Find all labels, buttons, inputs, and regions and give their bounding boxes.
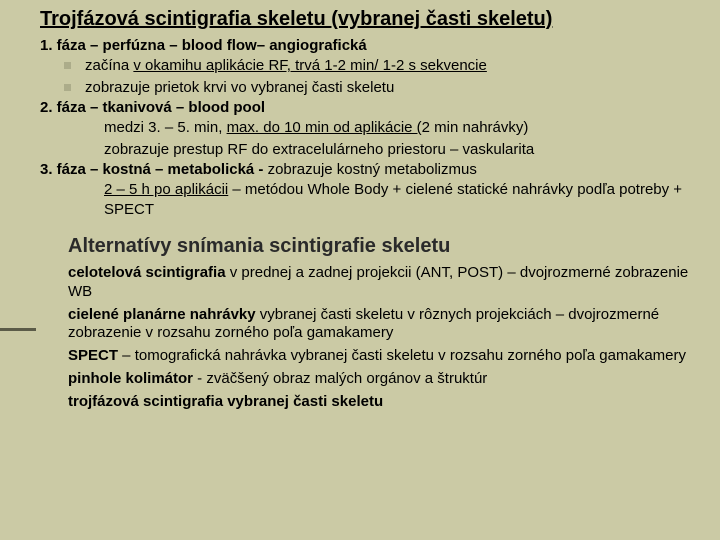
- phase1-bullet-2: zobrazuje prietok krvi vo vybranej časti…: [64, 78, 696, 98]
- phase3-sub-1: 2 – 5 h po aplikácii – metódou Whole Bod…: [104, 180, 696, 219]
- phase1-bullet-1-text: začína v okamihu aplikácie RF, trvá 1-2 …: [85, 56, 487, 76]
- phase1-heading: 1. fáza – perfúzna – blood flow– angiogr…: [40, 37, 696, 54]
- slide: Trojfázová scintigrafia skeletu (vybrane…: [0, 0, 720, 423]
- alt-item-2: cielené planárne nahrávky vybranej časti…: [68, 306, 696, 344]
- alt-item-1: celotelová scintigrafia v prednej a zadn…: [68, 264, 696, 302]
- phase1-bullet-1: začína v okamihu aplikácie RF, trvá 1-2 …: [64, 56, 696, 76]
- phase1-bullet-2-text: zobrazuje prietok krvi vo vybranej časti…: [85, 78, 394, 98]
- alt-item-5: trojfázová scintigrafia vybranej časti s…: [68, 393, 696, 412]
- square-bullet-icon: [64, 84, 71, 91]
- phase2-heading: 2. fáza – tkanivová – blood pool: [40, 99, 696, 116]
- slide-title: Trojfázová scintigrafia skeletu (vybrane…: [40, 8, 696, 31]
- alt-item-3: SPECT – tomografická nahrávka vybranej č…: [68, 347, 696, 366]
- decor-bar: [0, 328, 36, 331]
- phase2-sub-2: zobrazuje prestup RF do extracelulárneho…: [104, 140, 696, 160]
- square-bullet-icon: [64, 62, 71, 69]
- phase2-sub-1: medzi 3. – 5. min, max. do 10 min od apl…: [104, 118, 696, 138]
- phase3-heading: 3. fáza – kostná – metabolická - zobrazu…: [40, 161, 696, 178]
- slide-subtitle: Alternatívy snímania scintigrafie skelet…: [68, 235, 696, 258]
- alt-item-4: pinhole kolimátor - zväčšený obraz malýc…: [68, 370, 696, 389]
